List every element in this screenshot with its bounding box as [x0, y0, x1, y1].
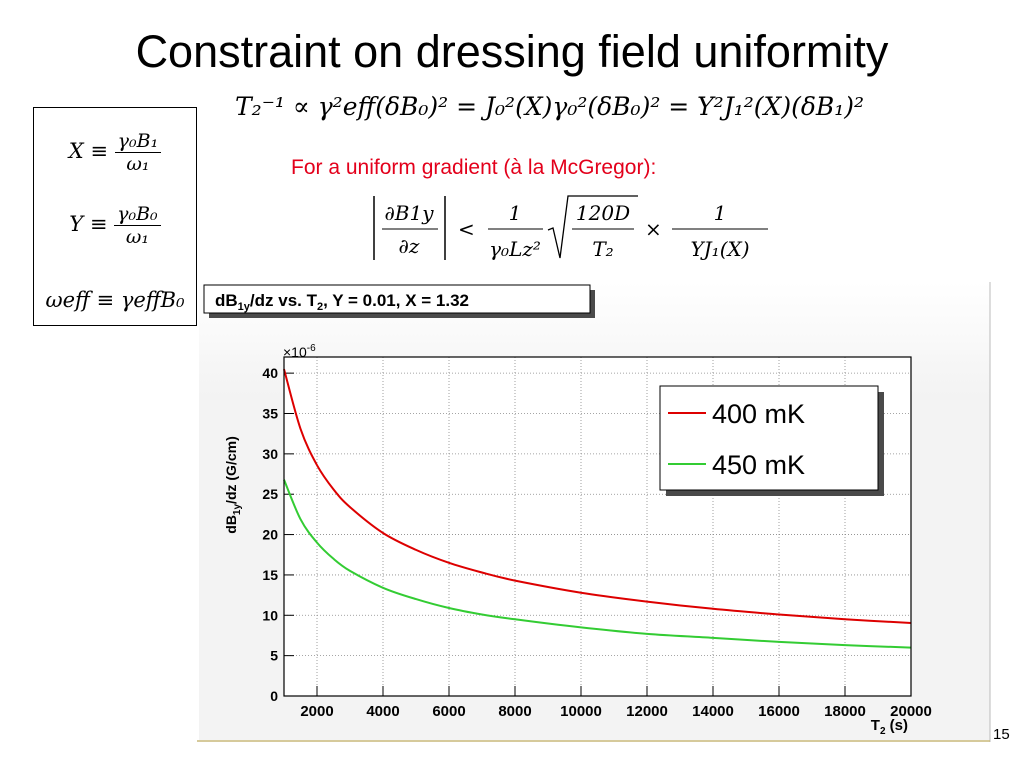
y-axis-multiplier: ×10-6 [283, 343, 316, 360]
x-tick-label: 16000 [758, 703, 800, 720]
y-tick-label: 20 [262, 527, 278, 543]
series-line-450mk [283, 479, 912, 649]
series-group [283, 368, 912, 649]
x-tick-label: 10000 [560, 703, 602, 720]
x-tick-label: 12000 [626, 703, 668, 720]
x-tick-label: 20000 [890, 703, 932, 720]
x-numerator: γ₀B₁ [114, 130, 162, 153]
weff-definition: ωeff ≡ γeffB₀ [45, 288, 185, 312]
y-axis-label: dB1y/dz (G/cm) [223, 436, 243, 533]
x-axis-label: T2 (s) [871, 717, 908, 737]
uniform-gradient-note: For a uniform gradient (à la McGregor): [291, 156, 657, 179]
x-tick-label: 4000 [366, 703, 399, 720]
page-number: 15 [993, 726, 1010, 743]
slide-title: Constraint on dressing field uniformity [135, 26, 889, 77]
y-denominator: ω₁ [125, 226, 149, 248]
legend-label-450mk: 450 mK [712, 450, 805, 480]
y-tick-label: 0 [270, 688, 278, 704]
x-denominator: ω₁ [126, 153, 150, 175]
chart-title: dB1y/dz vs. T2, Y = 0.01, X = 1.32 [215, 291, 469, 313]
definitions-box: X ≡ γ₀B₁ ω₁ Y ≡ γ₀B₀ ω₁ ωeff ≡ γeffB₀ [33, 107, 197, 326]
ticks: 2000 4000 6000 8000 10000 12000 14000 16000 1800… [262, 365, 931, 720]
y-tick-label: 10 [262, 607, 278, 623]
y-fraction: γ₀B₀ ω₁ [114, 203, 161, 248]
y-tick-label: 15 [262, 567, 278, 583]
main-equation: T₂⁻¹ ∝ γ²eff(δB₀)² = J₀²(X)γ₀²(δB₀)² = Y… [235, 92, 865, 121]
x-tick-label: 2000 [300, 703, 333, 720]
legend-label-400mk: 400 mK [712, 399, 805, 429]
y-tick-label: 35 [262, 406, 278, 422]
x-tick-label: 14000 [692, 703, 734, 720]
y-tick-label: 5 [270, 648, 278, 664]
x-definition: X ≡ γ₀B₁ ω₁ [34, 130, 196, 175]
x-fraction: γ₀B₁ ω₁ [114, 130, 162, 175]
legend [659, 385, 879, 491]
x-tick-label: 8000 [498, 703, 531, 720]
series-line-400mk [283, 368, 912, 624]
y-tick-label: 30 [262, 446, 278, 462]
y-numerator: γ₀B₀ [114, 203, 161, 226]
y-definition: Y ≡ γ₀B₀ ω₁ [34, 203, 196, 248]
y-tick-label: 40 [262, 365, 278, 381]
y-lhs: Y ≡ [69, 212, 108, 236]
x-lhs: X ≡ [68, 139, 108, 163]
y-tick-label: 25 [262, 486, 278, 502]
x-tick-label: 6000 [432, 703, 465, 720]
x-tick-label: 18000 [824, 703, 866, 720]
